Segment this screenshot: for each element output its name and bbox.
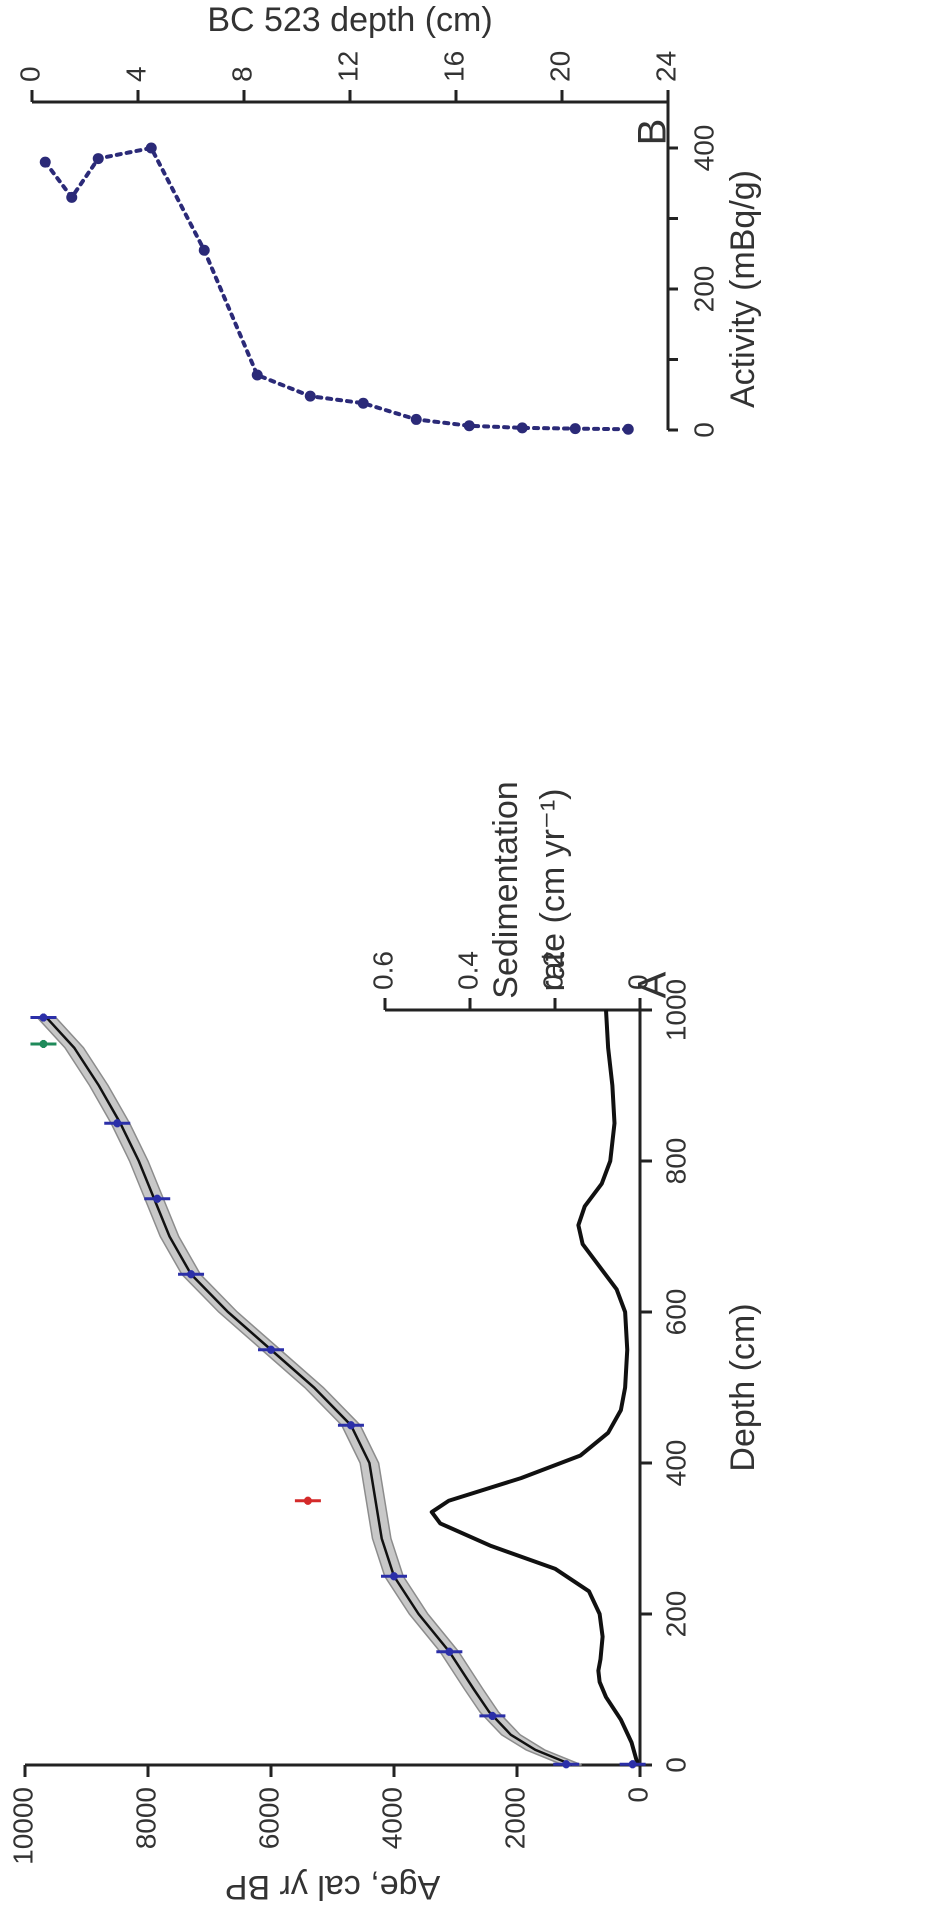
dated-sample-point [30,1013,57,1022]
bc-depth-tick-label: 24 [650,51,681,82]
depth-tick-label: 600 [660,1289,691,1336]
dated-sample-point-dot [488,1711,497,1720]
panel-b: 0 4 8 12 16 20 24 BC 523 depth (cm) 0 200 400Activ… [14,1,762,438]
outlier-point-dot [39,1039,48,1048]
dated-sample-point [258,1345,284,1354]
depth-tick-label: 200 [660,1591,691,1638]
sedimentation-rate-line [429,1009,640,1766]
dated-sample-point [337,1421,364,1430]
depth-tick-label: 400 [660,1440,691,1487]
age-tick-label: 2000 [499,1787,530,1849]
bc-depth-tick-label: 0 [14,66,45,82]
bc-depth-tick-label: 4 [120,66,151,82]
age-tick-label: 4000 [376,1787,407,1849]
activity-tick-label: 400 [688,125,719,172]
dated-sample-point-dot [153,1194,162,1203]
dated-sample-point [436,1647,463,1656]
dated-sample-point-dot [346,1421,355,1430]
activity-point [622,423,634,435]
panel-letter-b: B [631,119,675,146]
activity-point [39,156,51,168]
bc-depth-tick-label: 12 [332,51,363,82]
activity-tick-label: 200 [688,266,719,313]
age-tick-label: 10000 [7,1787,38,1865]
rate-axis-title-line1: Sedimentation [487,781,525,998]
activity-point [569,423,581,435]
activity-point [410,413,422,425]
rate-tick-label: 0 [622,974,653,990]
rate-tick-label: 0.4 [452,951,483,990]
outlier-point [30,1039,57,1048]
panel-a: 0 200 400 600 800 1000 Depth (cm) 0 2000 4000 6000… [7,781,762,1906]
panel-letter-a: A [631,971,675,998]
dated-sample-point-dot [628,1760,637,1769]
activity-point [92,153,104,165]
bc-depth-tick-label: 8 [226,66,257,82]
activity-point [145,142,157,154]
dated-sample-point-dot [113,1119,122,1128]
dated-sample-point-dot [267,1345,275,1354]
bc-depth-tick-label: 20 [544,51,575,82]
dated-sample-point [479,1711,506,1720]
depth-tick-label: 1000 [660,979,691,1041]
dated-sample-point [144,1194,171,1203]
dated-sample-point-dot [390,1572,398,1581]
age-tick-label: 6000 [253,1787,284,1849]
dated-sample-point [104,1119,131,1128]
activity-series-line [43,145,631,432]
activity-axis-title: Activity (mBq/g) [724,170,762,408]
age-axis-title: Age, cal yr BP [225,1868,440,1906]
age-model-envelope [35,1016,582,1766]
activity-point [304,390,316,402]
outlier-point-dot [303,1496,312,1505]
depth-tick-label: 0 [660,1757,691,1773]
dated-sample-point-dot [445,1647,454,1656]
activity-point [463,420,475,432]
activity-point [198,244,210,256]
dated-sample-point [619,1760,646,1769]
depth-axis-title: Depth (cm) [724,1303,762,1471]
activity-point [357,397,369,409]
bc-depth-tick-label: 16 [438,51,469,82]
dated-sample-point [381,1572,407,1581]
dated-sample-point-dot [562,1760,571,1769]
dated-sample-point [178,1270,205,1279]
dated-sample-point [553,1760,580,1769]
activity-tick-label: 0 [688,422,719,438]
dated-sample-point-dot [187,1270,196,1279]
activity-point [516,422,528,434]
rate-axis-title-line2: rate (cm yr⁻¹) [534,788,572,991]
depth-tick-label: 800 [660,1138,691,1185]
rate-tick-label: 0.6 [367,951,398,990]
bc-depth-axis-title: BC 523 depth (cm) [207,1,492,39]
dated-sample-point-dot [39,1013,48,1022]
outlier-point [294,1496,321,1505]
activity-point [251,369,263,381]
activity-point [66,191,78,203]
age-tick-label: 8000 [130,1787,161,1849]
rate-tick-label: 0.2 [537,951,568,990]
age-tick-label: 0 [622,1787,653,1803]
